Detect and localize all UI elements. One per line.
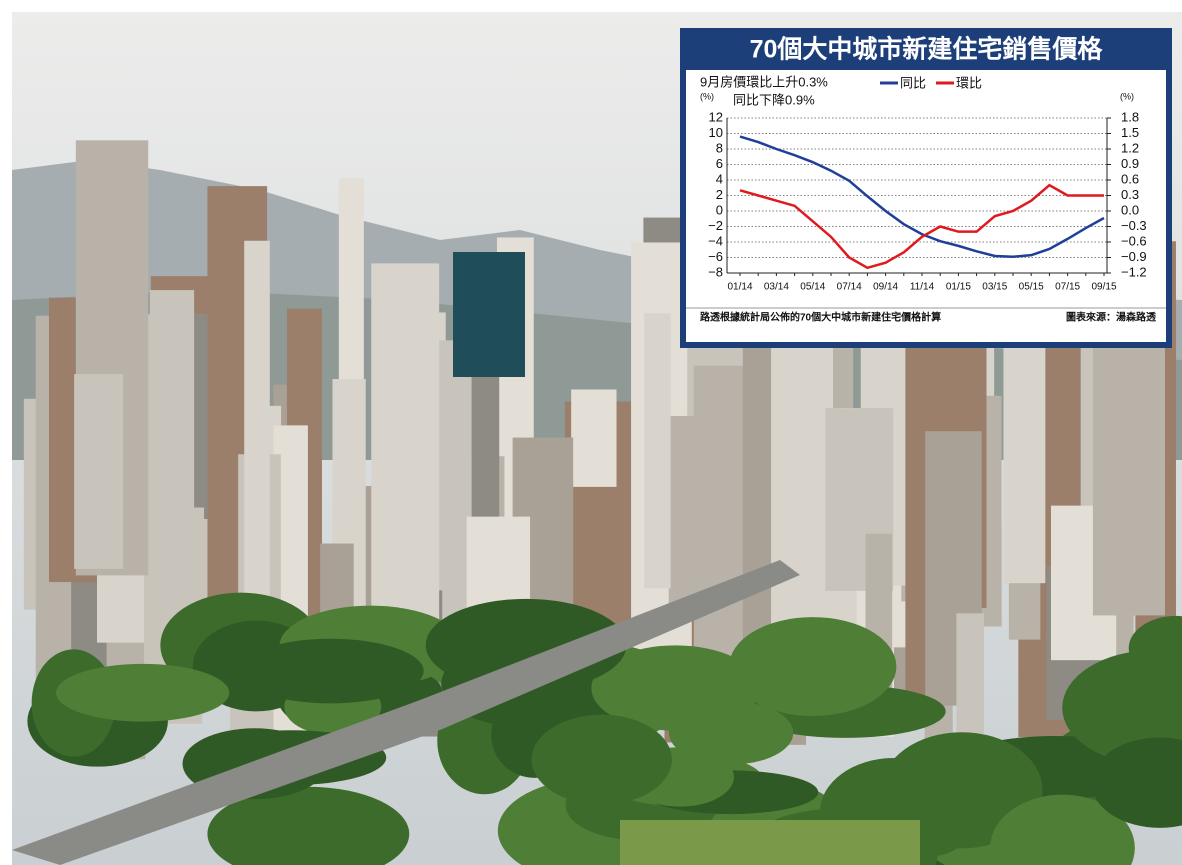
y-tick-label: 2	[716, 187, 723, 202]
trees	[237, 639, 423, 704]
y-tick-label: −2	[708, 218, 723, 233]
y-tick-label: −8	[708, 264, 723, 279]
building	[956, 613, 984, 734]
legend-label: 環比	[956, 75, 982, 90]
y2-tick-label: 1.5	[1121, 125, 1139, 140]
y2-tick-label: 1.8	[1121, 109, 1139, 124]
annotation: 9月房價環比上升0.3%	[700, 74, 828, 89]
chart-title: 70個大中城市新建住宅銷售價格	[750, 35, 1104, 64]
building	[644, 313, 670, 588]
y-tick-label: 6	[716, 156, 723, 171]
y2-tick-label: 0.0	[1121, 202, 1139, 217]
y-tick-label: 4	[716, 171, 723, 186]
y-tick-label: 8	[716, 140, 723, 155]
x-tick-label: 05/15	[1019, 282, 1044, 293]
tower	[453, 252, 525, 377]
y2-tick-label: 0.9	[1121, 156, 1139, 171]
y-tick-label: 0	[716, 202, 723, 217]
source: 圖表來源：湯森路透	[1066, 311, 1157, 324]
x-tick-label: 01/15	[946, 282, 971, 293]
y2-tick-label: −0.9	[1121, 249, 1147, 264]
trees	[669, 701, 793, 764]
building	[74, 374, 123, 569]
lawn	[620, 820, 920, 865]
x-tick-label: 07/15	[1055, 282, 1080, 293]
legend-label: 同比	[900, 75, 926, 90]
chart-panel	[686, 70, 1166, 342]
footnote: 路透根據統計局公佈的70個大中城市新建住宅價格計算	[700, 311, 941, 324]
y2-tick-label: 0.6	[1121, 171, 1139, 186]
trees	[532, 715, 672, 805]
y-tick-label: 10	[709, 125, 723, 140]
y2-tick-label: 1.2	[1121, 140, 1139, 155]
x-tick-label: 11/14	[910, 282, 935, 293]
x-tick-label: 07/14	[837, 282, 862, 293]
y-tick-label: 12	[709, 109, 723, 124]
x-tick-label: 09/15	[1091, 282, 1116, 293]
building	[150, 290, 194, 573]
y-tick-label: −6	[708, 249, 723, 264]
x-tick-label: 03/14	[764, 282, 789, 293]
x-tick-label: 03/15	[982, 282, 1007, 293]
y-tick-label: −4	[708, 233, 723, 248]
y2-axis-label: (%)	[1120, 91, 1134, 101]
y2-tick-label: −0.6	[1121, 233, 1147, 248]
y-axis-label: (%)	[700, 91, 714, 101]
trees	[56, 664, 229, 722]
x-tick-label: 09/14	[873, 282, 898, 293]
y2-tick-label: 0.3	[1121, 187, 1139, 202]
annotation: 同比下降0.9%	[733, 92, 815, 107]
x-tick-label: 05/14	[800, 282, 825, 293]
x-tick-label: 01/14	[727, 282, 752, 293]
page: 70個大中城市新建住宅銷售價格 9月房價環比上升0.3% 同比下降0.9% (%…	[0, 0, 1182, 865]
y2-tick-label: −0.3	[1121, 218, 1147, 233]
building	[371, 263, 439, 651]
y2-tick-label: −1.2	[1121, 264, 1147, 279]
